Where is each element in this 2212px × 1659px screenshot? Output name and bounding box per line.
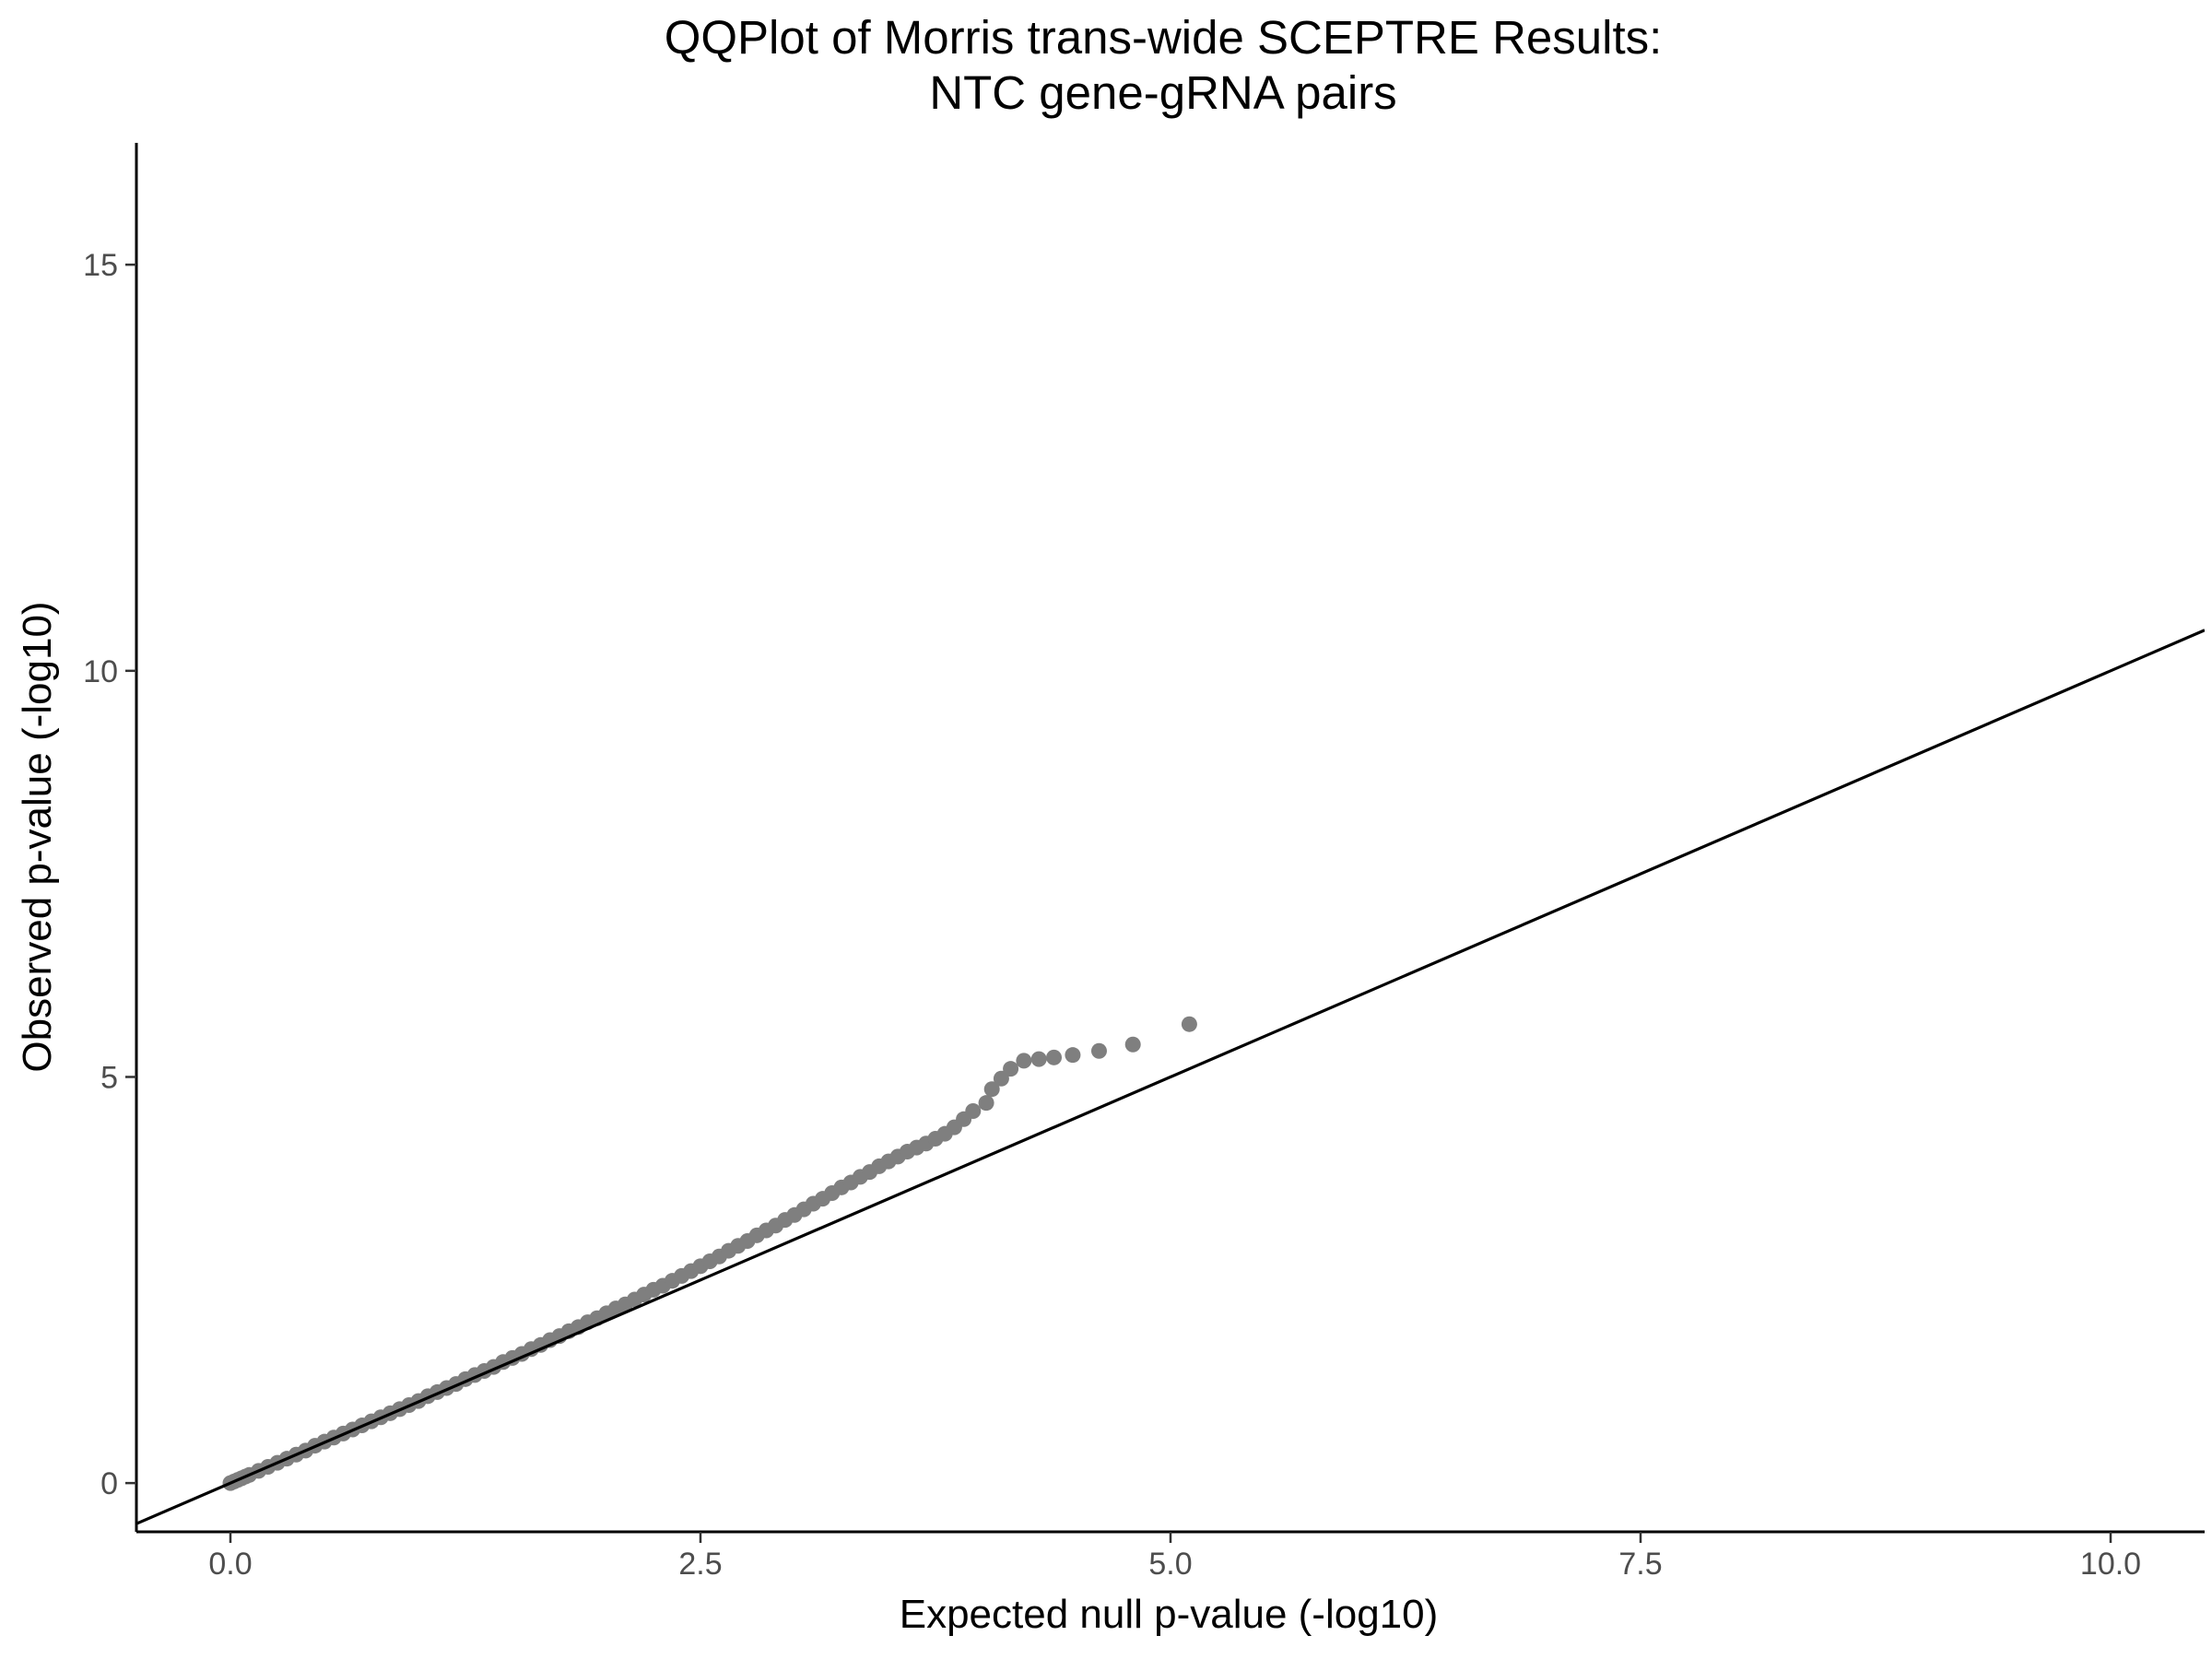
y-axis-title: Observed p-value (-log10)	[15, 601, 60, 1072]
y-tick-label: 5	[100, 1060, 118, 1095]
plot-area	[136, 629, 2205, 1525]
data-point	[1030, 1051, 1047, 1067]
x-axis-ticks: 0.0 2.5 5.0 7.5 10.0	[208, 1532, 2141, 1582]
y-tick-label: 15	[83, 248, 118, 283]
x-tick-label: 0.0	[208, 1547, 252, 1582]
data-point	[983, 1081, 1000, 1098]
data-point	[1065, 1047, 1081, 1064]
data-point	[1003, 1061, 1019, 1077]
data-point	[1090, 1042, 1107, 1059]
x-tick-label: 10.0	[2080, 1547, 2141, 1582]
data-point	[978, 1095, 994, 1112]
data-point	[965, 1102, 982, 1119]
data-point	[993, 1070, 1009, 1087]
data-point	[1046, 1049, 1063, 1065]
series-points	[222, 1016, 1197, 1491]
y-axis-ticks: 0 5 10 15	[83, 248, 136, 1501]
reference-line	[136, 629, 2205, 1525]
chart-title-line-2: NTC gene-gRNA pairs	[929, 66, 1396, 119]
x-axis-title: Expected null p-value (-log10)	[900, 1592, 1439, 1637]
chart-title-line-1: QQPlot of Morris trans-wide SCEPTRE Resu…	[665, 11, 1663, 64]
data-point	[1181, 1016, 1197, 1032]
y-tick-label: 10	[83, 654, 118, 689]
y-tick-label: 0	[100, 1466, 118, 1501]
x-tick-label: 5.0	[1148, 1547, 1192, 1582]
x-tick-label: 2.5	[678, 1547, 722, 1582]
data-point	[1016, 1053, 1032, 1069]
x-tick-label: 7.5	[1618, 1547, 1662, 1582]
data-point	[1124, 1036, 1141, 1053]
